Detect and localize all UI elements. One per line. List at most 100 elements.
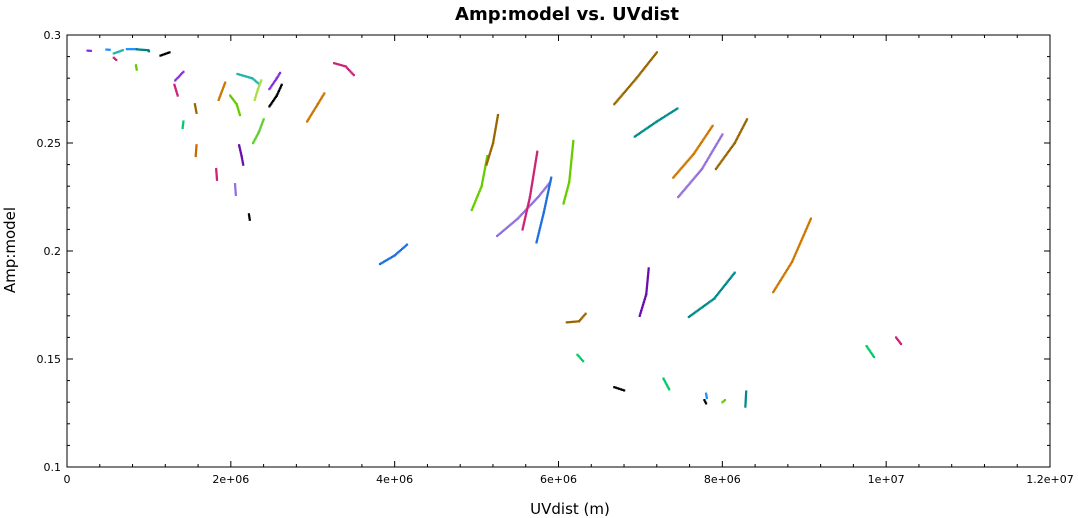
data-segment [633,107,679,138]
data-point [872,355,876,359]
data-point [473,203,476,206]
data-point [486,158,490,162]
data-point [719,161,722,164]
data-point [275,94,278,97]
data-point [744,395,748,398]
data-point [535,241,538,244]
data-point [702,165,705,168]
data-point [140,48,143,51]
data-point [272,82,275,85]
data-point [895,337,899,340]
data-point [259,82,262,85]
data-point [681,191,684,194]
data-point [194,150,198,153]
data-point [528,205,531,208]
data-point [568,177,571,180]
data-point [248,218,251,221]
data-point [234,101,237,105]
data-point [699,169,703,172]
data-point [744,397,747,400]
data-segment [268,71,282,91]
data-point [309,115,312,118]
data-point [194,106,197,109]
data-point [705,134,708,137]
data-point [718,137,722,140]
data-point [240,154,243,158]
data-point [242,74,245,77]
data-point [800,239,803,243]
data-point [505,226,508,229]
data-point [525,209,528,213]
data-point [88,49,91,52]
data-point [715,166,718,169]
y-tick-label: 0.2 [44,245,62,258]
data-segment [638,267,650,317]
data-point [498,232,501,236]
data-point [215,178,219,181]
data-point [533,199,536,202]
data-point [160,53,164,57]
data-point [679,193,682,196]
data-point [530,185,533,188]
data-point [645,127,648,130]
data-point [567,182,570,185]
data-point [898,341,902,344]
data-segment [193,103,198,114]
data-point [569,169,572,173]
data-point [569,165,572,168]
data-point [643,299,646,302]
data-point [538,194,541,197]
data-point [779,278,783,281]
data-point [525,211,528,214]
data-point [683,163,686,166]
data-point [802,235,805,238]
data-point [684,187,687,190]
data-point [236,107,240,110]
data-point [645,293,648,296]
data-point [707,156,710,160]
data-point [623,90,626,93]
data-point [645,291,648,294]
data-point [577,320,581,323]
data-point [402,246,405,249]
data-point [683,188,686,191]
data-point [494,126,497,129]
data-point [276,75,279,79]
data-point [669,111,672,114]
data-point [715,143,718,146]
data-point [691,178,694,182]
data-point [527,202,530,205]
data-point [258,129,261,132]
data-point [176,92,179,96]
data-point [115,51,118,54]
data-point [315,105,318,108]
data-segment [565,312,587,324]
data-point [307,117,310,120]
data-point [620,94,623,97]
data-point [541,190,544,194]
data-point [897,340,901,343]
data-point [704,135,707,138]
data-point [275,77,278,80]
data-point [745,392,748,395]
data-point [218,95,221,99]
data-point [571,144,574,147]
data-point [726,280,729,283]
data-point [538,230,541,233]
data-point [691,153,694,157]
data-point [549,178,552,181]
data-point [516,217,519,220]
data-point [323,92,326,95]
data-point [492,138,495,142]
data-point [709,300,712,303]
data-point [693,151,696,154]
data-point [142,48,145,51]
data-point [277,89,281,93]
data-point [743,122,746,125]
data-point [645,285,649,288]
data-point [699,307,702,310]
data-point [565,190,568,193]
data-point [723,283,727,287]
data-point [732,272,735,276]
data-point [708,301,711,304]
